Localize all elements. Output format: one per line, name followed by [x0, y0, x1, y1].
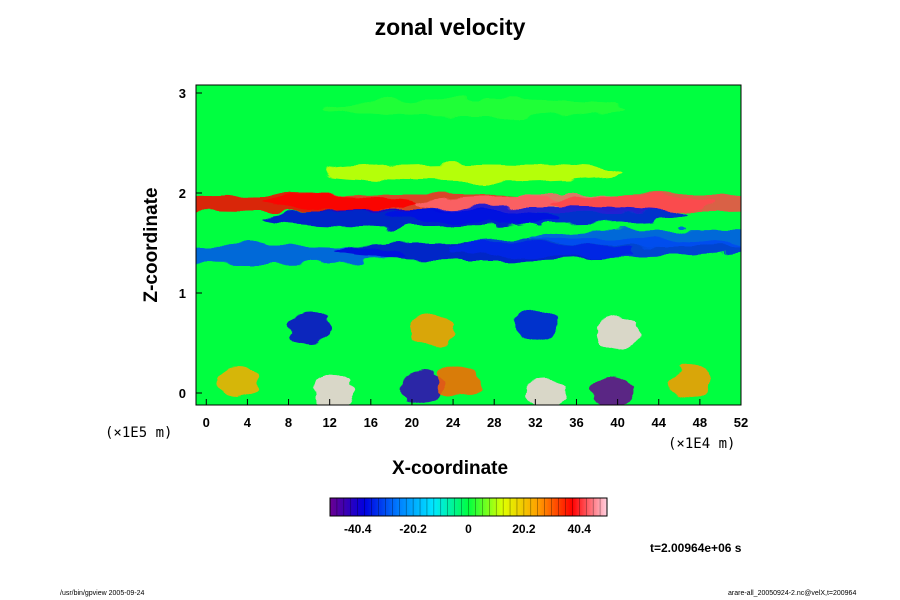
field-feature-21	[215, 365, 260, 397]
chart-title: zonal velocity	[374, 14, 526, 40]
plot-area	[196, 85, 741, 405]
x-tick-label-20: 20	[405, 415, 419, 430]
field-feature-14	[410, 315, 455, 347]
x-axis: 0 4 8 12 16 20 24 28 32 36 40 44 48 52	[203, 399, 748, 430]
x-tick-label-40: 40	[610, 415, 624, 430]
field-feature-18	[436, 365, 481, 397]
plot-frame	[195, 84, 742, 406]
x-tick-label-44: 44	[652, 415, 667, 430]
time-label: t=2.00964e+06 s	[650, 541, 742, 555]
y-tick-label-0: 0	[179, 386, 186, 401]
x-tick-label-4: 4	[244, 415, 252, 430]
field-feature-0	[323, 99, 624, 117]
y-axis-unit: (×1E5 m)	[105, 425, 173, 441]
x-axis-unit: (×1E4 m)	[668, 436, 736, 452]
x-tick-label-8: 8	[285, 415, 292, 430]
colorbar-tick-label-0: -40.4	[344, 522, 372, 536]
field-feature-1	[323, 164, 624, 182]
x-tick-label-36: 36	[569, 415, 583, 430]
x-tick-label-48: 48	[693, 415, 707, 430]
field-feature-12	[287, 312, 332, 344]
x-tick-label-24: 24	[446, 415, 461, 430]
field-feature-17	[400, 372, 445, 404]
x-tick-label-16: 16	[364, 415, 378, 430]
x-tick-label-52: 52	[734, 415, 748, 430]
y-tick-label-1: 1	[179, 286, 186, 301]
colorbar: -40.4 -20.2 0 20.2 40.4	[329, 497, 608, 536]
y-axis-label: Z-coordinate	[141, 187, 162, 303]
field-feature-19	[523, 377, 568, 405]
x-tick-label-12: 12	[322, 415, 336, 430]
field-feature-15	[595, 317, 640, 349]
colorbar-tick-label-2: 0	[465, 522, 472, 536]
field-feature-20	[590, 375, 635, 405]
field-feature-22	[667, 367, 712, 399]
field-feature-13	[513, 309, 558, 341]
field-feature-16	[312, 375, 357, 405]
footer-command: /usr/bin/gpview 2005-09-24	[60, 590, 145, 597]
footer-file: arare-all_20050924-2.nc@velX,t=200964	[728, 590, 857, 597]
y-axis: 0 1 2 3	[179, 86, 202, 401]
y-tick-label-2: 2	[179, 186, 186, 201]
x-tick-label-28: 28	[487, 415, 501, 430]
field-feature-11	[529, 229, 741, 247]
colorbar-tick-label-3: 20.2	[512, 522, 536, 536]
colorbar-tick-label-4: 40.4	[568, 522, 592, 536]
x-tick-label-32: 32	[528, 415, 542, 430]
field-feature-4	[196, 194, 418, 212]
y-tick-label-3: 3	[179, 86, 186, 101]
x-tick-label-0: 0	[203, 415, 210, 430]
x-axis-label: X-coordinate	[391, 458, 509, 479]
field-feature-7	[385, 206, 686, 224]
colorbar-tick-label-1: -20.2	[399, 522, 427, 536]
